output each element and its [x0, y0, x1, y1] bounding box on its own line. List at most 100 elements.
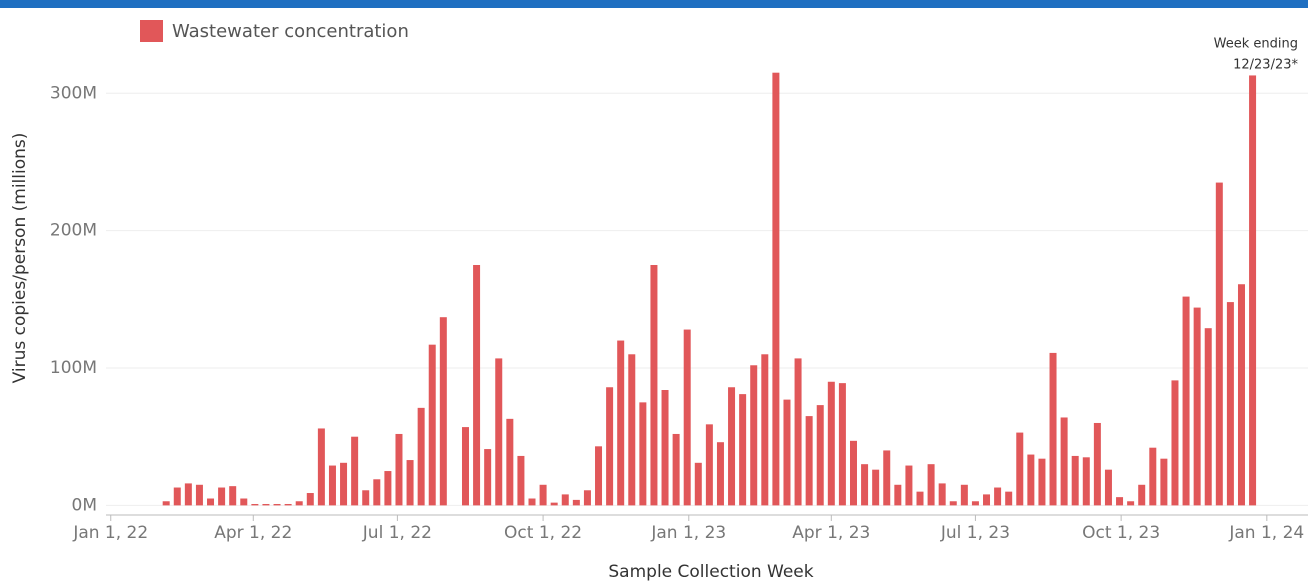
x-tick-label: Apr 1, 22 — [214, 523, 292, 543]
bar — [395, 433, 403, 506]
bar — [583, 490, 591, 506]
bar — [761, 354, 769, 506]
bar — [849, 440, 857, 506]
bar — [351, 436, 359, 506]
bar — [284, 504, 292, 506]
bar — [1226, 302, 1234, 506]
annotation: Week ending — [1214, 37, 1298, 52]
x-tick-label: Apr 1, 23 — [792, 523, 870, 543]
bar — [1104, 469, 1112, 506]
bar — [262, 504, 270, 506]
y-tick-label: 0M — [72, 495, 97, 515]
bar — [273, 504, 281, 506]
bar — [816, 405, 824, 506]
bar — [827, 381, 835, 506]
bar — [1060, 417, 1068, 506]
bar — [983, 494, 991, 506]
bar — [1215, 182, 1223, 506]
bar — [417, 407, 425, 506]
y-tick-label: 200M — [50, 221, 97, 241]
bar — [1237, 284, 1245, 506]
bar — [173, 487, 181, 506]
bar — [916, 491, 924, 506]
bar — [362, 490, 370, 506]
x-tick-label: Jan 1, 24 — [1228, 523, 1304, 543]
bar — [794, 358, 802, 506]
bar — [971, 501, 979, 506]
bar — [1093, 422, 1101, 506]
bar — [927, 464, 935, 506]
bar — [539, 484, 547, 506]
bar — [772, 72, 780, 506]
bar — [595, 446, 603, 506]
bar — [1038, 458, 1046, 506]
bar — [628, 354, 636, 506]
x-tick-label: Oct 1, 22 — [504, 523, 582, 543]
bar — [894, 484, 902, 506]
x-axis-label: Sample Collection Week — [608, 562, 813, 581]
bar — [506, 418, 514, 506]
bar — [739, 394, 747, 506]
bar — [373, 479, 381, 506]
bar — [461, 427, 469, 506]
bar — [838, 383, 846, 506]
bar — [1204, 328, 1212, 506]
bar — [473, 265, 481, 506]
bar — [162, 501, 170, 506]
bar — [528, 498, 536, 506]
bar — [1116, 497, 1124, 506]
bar — [1082, 457, 1090, 506]
bar — [517, 455, 525, 506]
bar — [561, 494, 569, 506]
bar — [650, 265, 658, 506]
bar — [439, 317, 447, 506]
bar — [218, 487, 226, 506]
bar — [728, 387, 736, 506]
bar — [949, 501, 957, 506]
bar — [295, 501, 303, 506]
bar — [805, 416, 813, 506]
legend-label: Wastewater concentration — [172, 21, 409, 42]
bar — [883, 450, 891, 506]
bar — [1193, 307, 1201, 506]
bar — [694, 462, 702, 506]
bar — [661, 390, 669, 506]
x-tick-label: Jul 1, 23 — [940, 523, 1010, 543]
bar — [384, 471, 392, 506]
bar — [639, 402, 647, 506]
bar — [960, 484, 968, 506]
bar — [938, 483, 946, 506]
bar — [406, 460, 414, 506]
y-tick-label: 100M — [50, 358, 97, 378]
bar — [994, 487, 1002, 506]
bar — [428, 344, 436, 506]
bar — [1160, 458, 1168, 506]
bar — [1249, 75, 1257, 506]
bar — [1138, 484, 1146, 506]
y-tick-label: 300M — [50, 83, 97, 103]
bar — [495, 358, 503, 506]
x-tick-label: Oct 1, 23 — [1082, 523, 1160, 543]
x-tick-label: Jan 1, 22 — [72, 523, 148, 543]
bar — [1005, 491, 1013, 506]
bar — [317, 428, 325, 506]
bar — [240, 498, 248, 506]
bar — [207, 498, 215, 506]
bar — [905, 465, 913, 506]
bar — [229, 486, 237, 506]
bar — [195, 484, 203, 506]
bar — [872, 469, 880, 506]
bar — [550, 502, 558, 506]
x-tick-label: Jul 1, 22 — [362, 523, 432, 543]
bar — [716, 442, 724, 506]
bar — [1027, 454, 1035, 506]
annotation: 12/23/23* — [1233, 58, 1298, 73]
bar — [672, 433, 680, 506]
bar — [1016, 432, 1024, 506]
bar — [1071, 455, 1079, 506]
bar — [1049, 352, 1057, 506]
bar — [705, 424, 713, 506]
bar — [617, 340, 625, 506]
bar — [606, 387, 614, 506]
